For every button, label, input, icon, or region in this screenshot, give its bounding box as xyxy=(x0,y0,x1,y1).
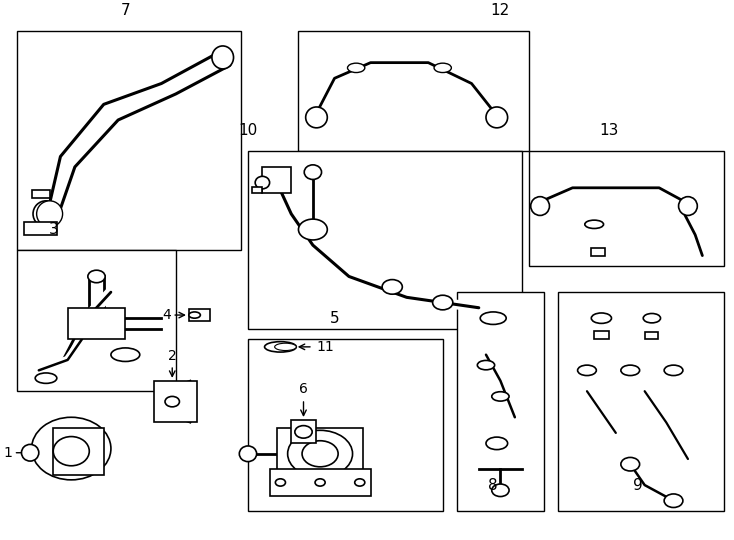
Bar xyxy=(529,151,724,266)
Text: 6: 6 xyxy=(299,382,308,396)
Ellipse shape xyxy=(295,426,312,438)
Bar xyxy=(457,292,544,511)
Ellipse shape xyxy=(347,63,365,72)
Bar xyxy=(644,332,658,339)
Ellipse shape xyxy=(382,280,402,294)
Text: 5: 5 xyxy=(330,311,339,326)
Ellipse shape xyxy=(304,165,321,179)
Bar xyxy=(17,31,241,251)
Bar xyxy=(54,428,103,475)
Text: 12: 12 xyxy=(491,3,510,18)
Text: 1: 1 xyxy=(3,446,12,460)
Bar xyxy=(68,308,126,339)
Ellipse shape xyxy=(621,457,639,471)
Bar xyxy=(252,187,262,193)
Ellipse shape xyxy=(664,365,683,375)
Text: 3: 3 xyxy=(48,222,58,238)
Text: 13: 13 xyxy=(599,123,618,138)
Ellipse shape xyxy=(477,360,495,370)
Bar xyxy=(24,222,57,235)
Ellipse shape xyxy=(212,46,233,69)
Bar xyxy=(248,151,522,329)
Ellipse shape xyxy=(54,436,90,466)
Ellipse shape xyxy=(492,484,509,497)
Ellipse shape xyxy=(264,342,297,352)
Ellipse shape xyxy=(355,479,365,486)
Ellipse shape xyxy=(35,373,57,383)
Bar xyxy=(269,469,371,496)
Bar xyxy=(299,31,529,151)
Ellipse shape xyxy=(434,63,451,72)
Ellipse shape xyxy=(531,197,550,215)
Ellipse shape xyxy=(432,295,453,310)
Bar xyxy=(595,331,608,339)
Ellipse shape xyxy=(678,197,697,215)
Ellipse shape xyxy=(165,396,179,407)
Bar xyxy=(17,251,176,391)
Ellipse shape xyxy=(480,312,506,325)
Bar xyxy=(32,191,50,198)
Ellipse shape xyxy=(21,444,39,461)
Bar xyxy=(189,309,211,321)
Ellipse shape xyxy=(255,177,269,189)
Ellipse shape xyxy=(111,348,139,361)
Bar xyxy=(591,248,605,255)
Ellipse shape xyxy=(585,220,603,228)
Bar xyxy=(277,428,363,480)
Ellipse shape xyxy=(299,219,327,240)
Ellipse shape xyxy=(302,441,338,467)
Ellipse shape xyxy=(37,201,62,227)
Text: 7: 7 xyxy=(120,3,130,18)
Text: 2: 2 xyxy=(168,348,177,362)
Ellipse shape xyxy=(643,314,661,323)
Ellipse shape xyxy=(305,107,327,128)
Text: 4: 4 xyxy=(162,308,171,322)
Ellipse shape xyxy=(275,479,286,486)
Ellipse shape xyxy=(189,312,200,318)
Ellipse shape xyxy=(621,365,639,375)
Bar xyxy=(291,420,316,443)
Ellipse shape xyxy=(486,437,508,450)
Text: 11: 11 xyxy=(316,340,334,354)
Text: 9: 9 xyxy=(633,478,642,493)
Ellipse shape xyxy=(88,270,105,283)
Ellipse shape xyxy=(664,494,683,508)
Ellipse shape xyxy=(275,343,297,350)
Ellipse shape xyxy=(239,446,257,462)
Ellipse shape xyxy=(592,313,611,323)
Ellipse shape xyxy=(315,479,325,486)
Bar xyxy=(248,339,443,511)
Bar xyxy=(262,167,291,193)
Text: 8: 8 xyxy=(488,478,498,493)
Ellipse shape xyxy=(33,201,59,227)
Bar xyxy=(558,292,724,511)
Ellipse shape xyxy=(32,417,111,480)
Ellipse shape xyxy=(492,392,509,401)
Ellipse shape xyxy=(578,365,596,375)
Ellipse shape xyxy=(288,430,352,477)
Text: 10: 10 xyxy=(239,123,258,138)
Ellipse shape xyxy=(486,107,508,128)
Bar xyxy=(154,381,197,422)
